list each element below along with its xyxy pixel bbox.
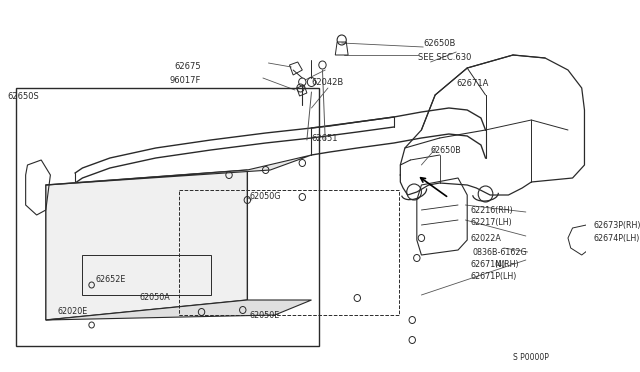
Text: 62650B: 62650B bbox=[431, 145, 461, 154]
Text: 96017F: 96017F bbox=[170, 76, 201, 84]
Bar bbox=[179, 190, 399, 315]
Bar bbox=[17, 88, 319, 346]
Text: 62022A: 62022A bbox=[471, 234, 502, 243]
Text: 62651: 62651 bbox=[312, 134, 338, 142]
Text: 62671N(RH): 62671N(RH) bbox=[471, 260, 520, 269]
Bar bbox=[83, 255, 211, 295]
Polygon shape bbox=[46, 300, 312, 320]
Polygon shape bbox=[46, 170, 247, 320]
Text: S P0000P: S P0000P bbox=[513, 353, 549, 362]
Text: 0836B-6162G: 0836B-6162G bbox=[473, 247, 527, 257]
Text: 62217(LH): 62217(LH) bbox=[471, 218, 513, 227]
Text: 62216(RH): 62216(RH) bbox=[471, 205, 514, 215]
Text: 62050G: 62050G bbox=[249, 192, 281, 201]
Text: 62042B: 62042B bbox=[312, 77, 344, 87]
Text: 62675: 62675 bbox=[174, 61, 201, 71]
Text: 62652E: 62652E bbox=[95, 276, 125, 285]
Text: (4): (4) bbox=[495, 260, 506, 269]
Text: 62671A: 62671A bbox=[456, 78, 488, 87]
Text: 62650B: 62650B bbox=[423, 38, 456, 48]
Text: 62650S: 62650S bbox=[7, 92, 39, 100]
Polygon shape bbox=[46, 155, 312, 185]
Text: 62673P(RH): 62673P(RH) bbox=[594, 221, 640, 230]
Text: 62020E: 62020E bbox=[58, 308, 88, 317]
Text: SEE SEC.630: SEE SEC.630 bbox=[418, 52, 471, 61]
Text: 62050E: 62050E bbox=[249, 311, 280, 320]
Text: 62671P(LH): 62671P(LH) bbox=[471, 273, 517, 282]
Text: 62674P(LH): 62674P(LH) bbox=[594, 234, 640, 243]
Text: 62050A: 62050A bbox=[140, 294, 170, 302]
